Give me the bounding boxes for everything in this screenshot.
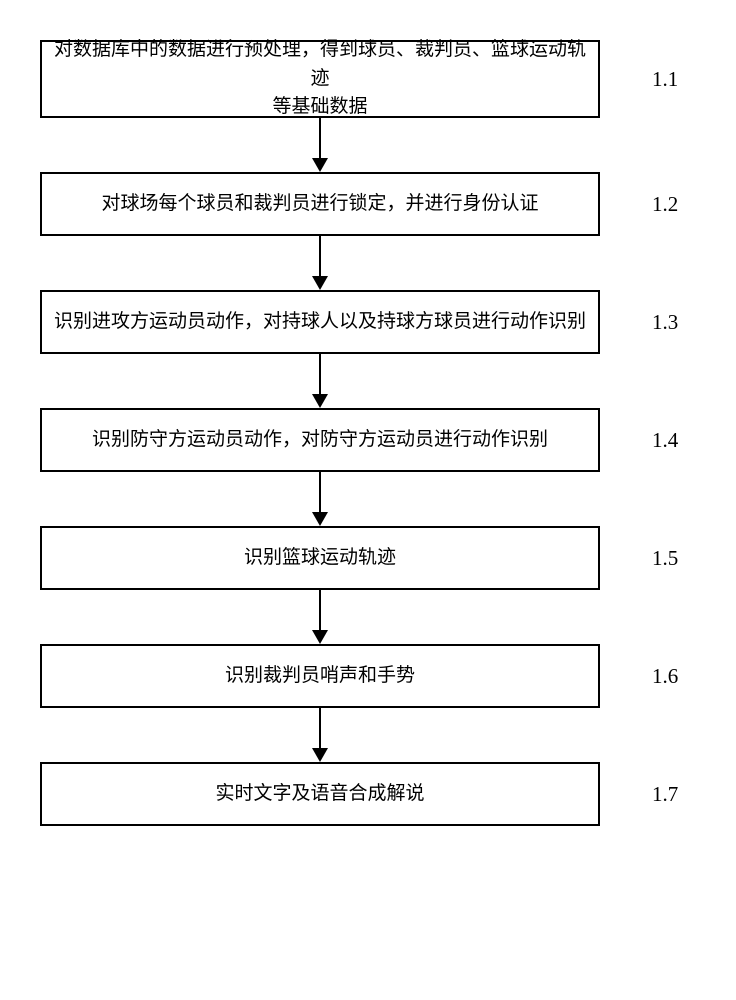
flow-node-n3: 识别进攻方运动员动作，对持球人以及持球方球员进行动作识别 [40,290,600,354]
flow-arrow [40,708,600,762]
flow-arrow [40,472,600,526]
flow-row: 对数据库中的数据进行预处理，得到球员、裁判员、篮球运动轨迹 等基础数据1.1 [40,40,660,118]
flow-row: 识别防守方运动员动作，对防守方运动员进行动作识别1.4 [40,408,660,472]
flow-node-n4: 识别防守方运动员动作，对防守方运动员进行动作识别 [40,408,600,472]
flow-node-label-n3: 1.3 [652,310,678,335]
flow-row: 识别进攻方运动员动作，对持球人以及持球方球员进行动作识别1.3 [40,290,660,354]
flow-row: 实时文字及语音合成解说1.7 [40,762,660,826]
flowchart-container: 对数据库中的数据进行预处理，得到球员、裁判员、篮球运动轨迹 等基础数据1.1 对球… [40,40,660,826]
flow-arrow [40,590,600,644]
flow-row: 识别裁判员哨声和手势1.6 [40,644,660,708]
flow-row: 识别篮球运动轨迹1.5 [40,526,660,590]
flow-node-label-n1: 1.1 [652,67,678,92]
flow-node-n1: 对数据库中的数据进行预处理，得到球员、裁判员、篮球运动轨迹 等基础数据 [40,40,600,118]
flow-node-n6: 识别裁判员哨声和手势 [40,644,600,708]
flow-row: 对球场每个球员和裁判员进行锁定，并进行身份认证1.2 [40,172,660,236]
flow-node-n5: 识别篮球运动轨迹 [40,526,600,590]
flow-arrow [40,354,600,408]
flow-arrow [40,236,600,290]
flow-node-label-n4: 1.4 [652,428,678,453]
flow-node-n2: 对球场每个球员和裁判员进行锁定，并进行身份认证 [40,172,600,236]
flow-node-label-n2: 1.2 [652,192,678,217]
flow-arrow [40,118,600,172]
flow-node-label-n5: 1.5 [652,546,678,571]
flow-node-n7: 实时文字及语音合成解说 [40,762,600,826]
flow-node-label-n6: 1.6 [652,664,678,689]
flow-node-label-n7: 1.7 [652,782,678,807]
